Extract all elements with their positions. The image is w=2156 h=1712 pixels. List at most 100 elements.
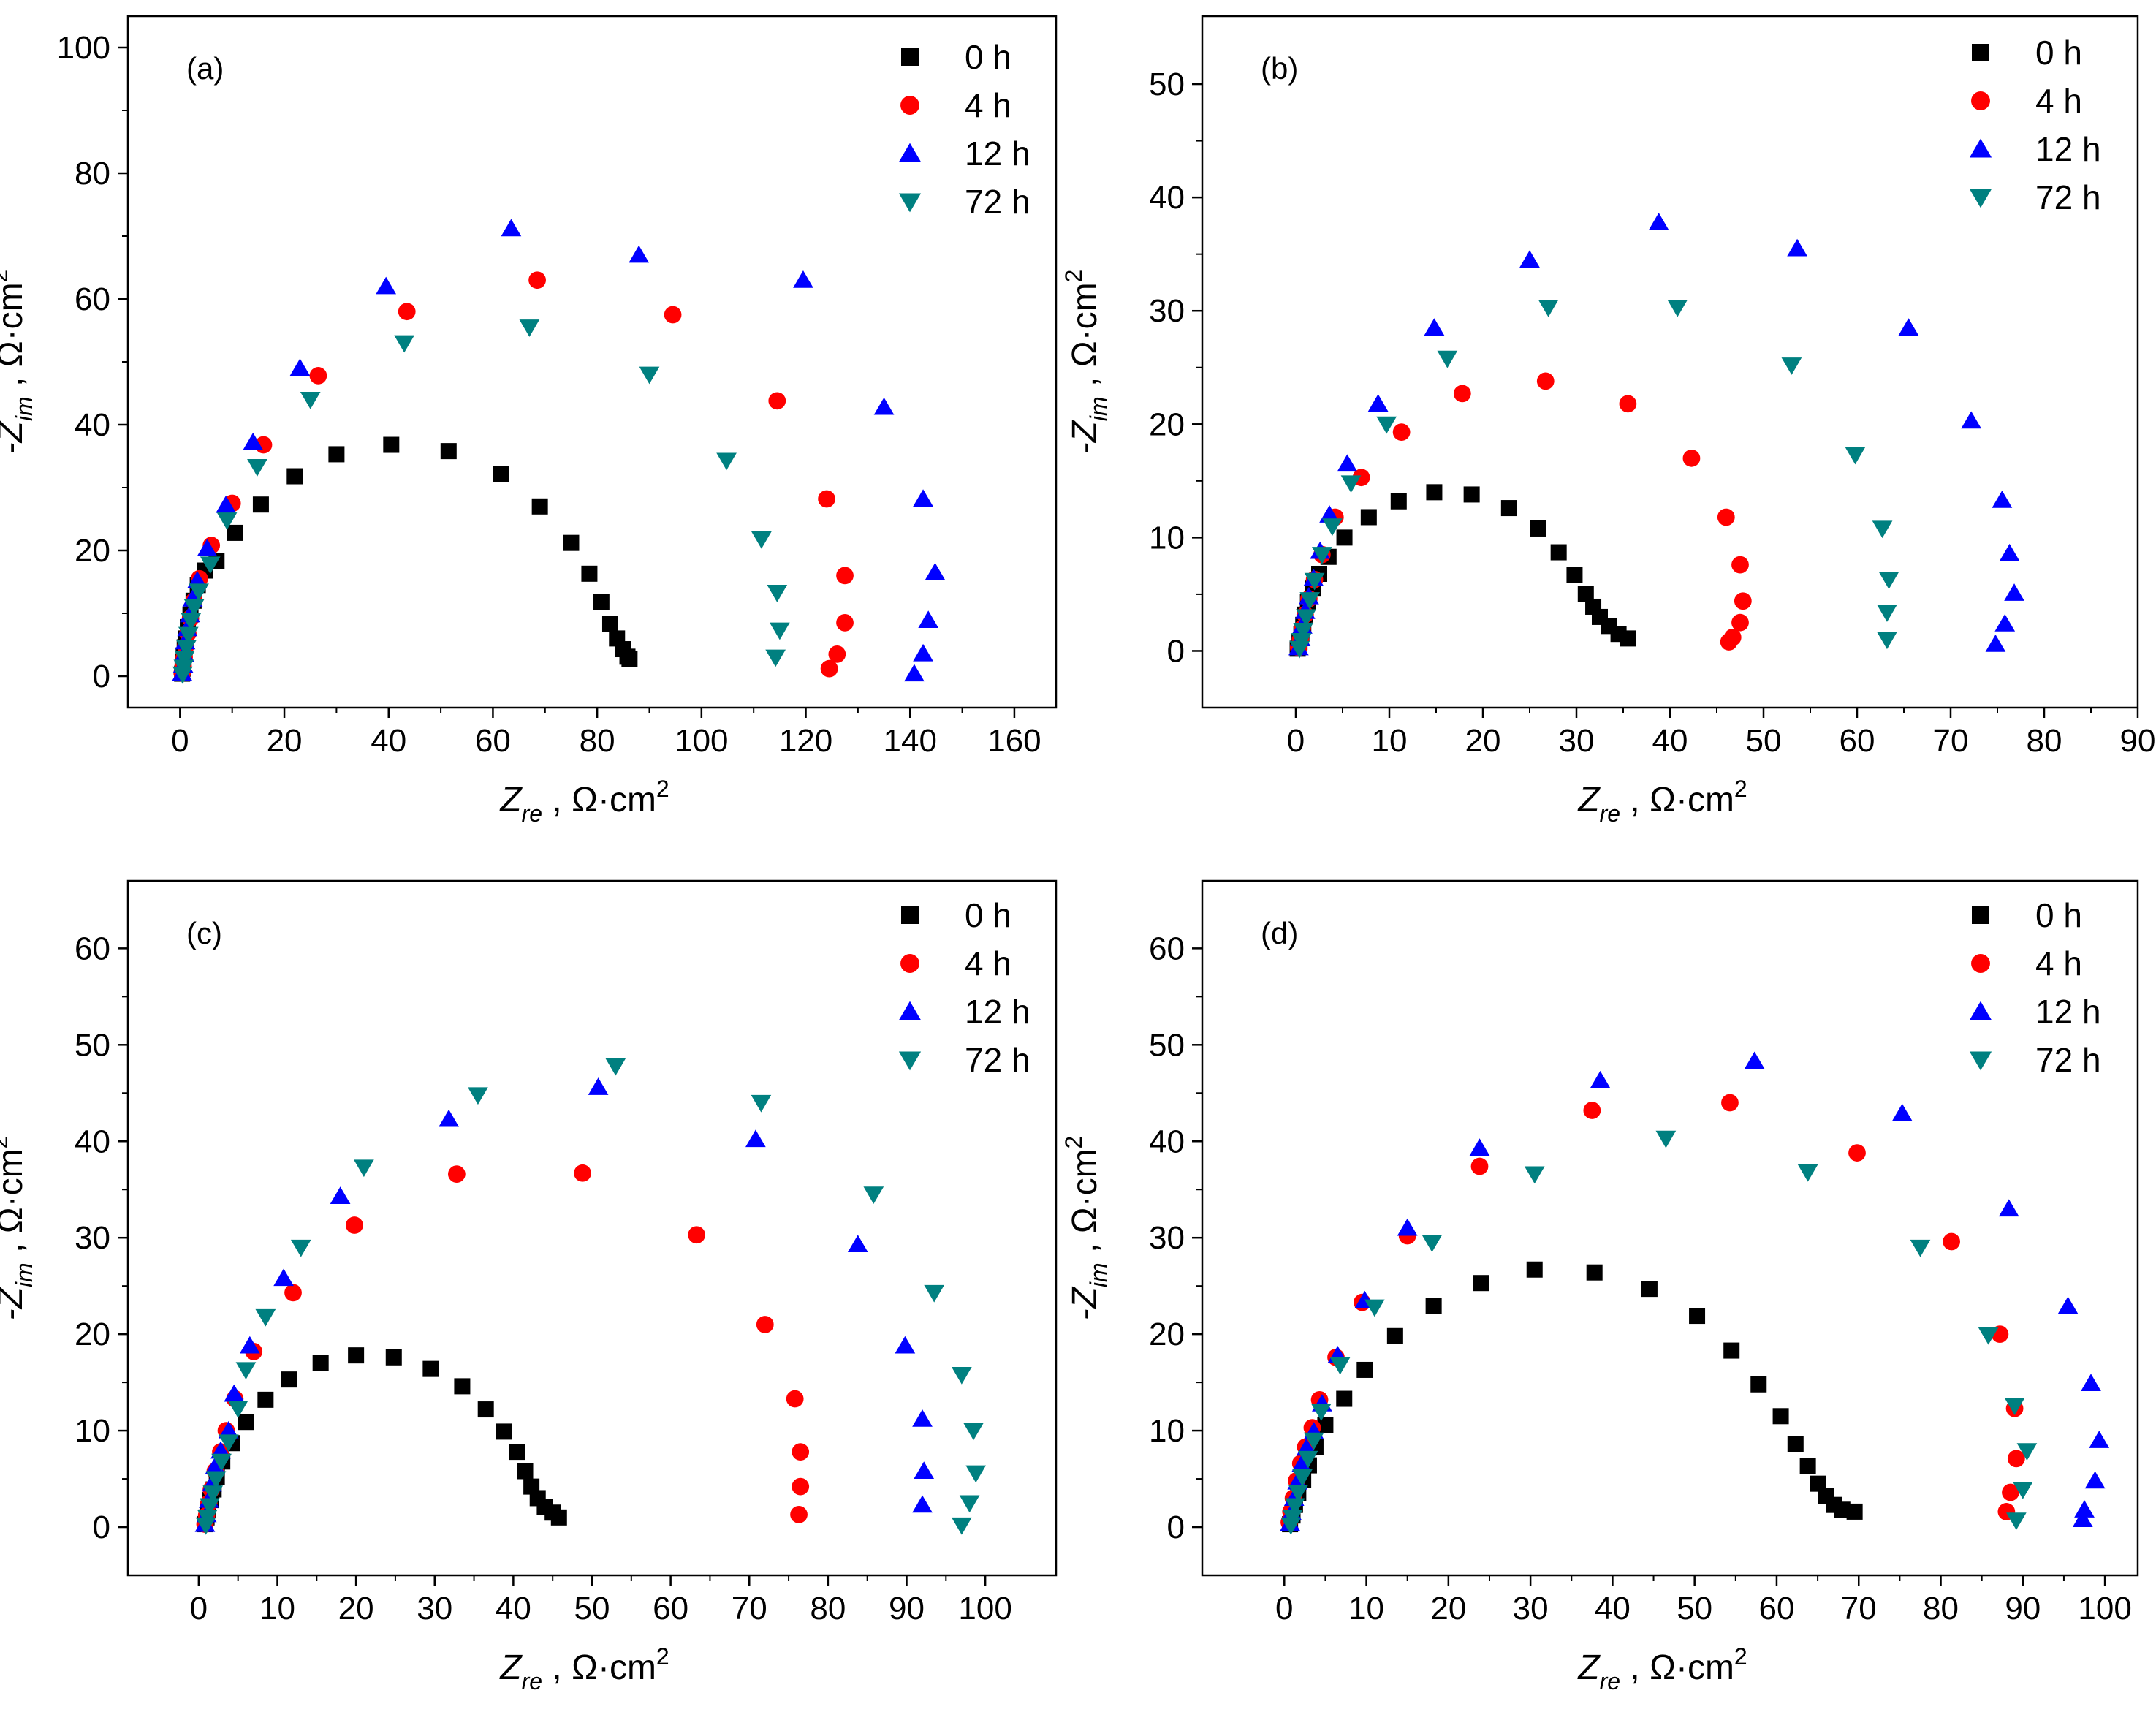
data-point [205,1456,226,1474]
data-point [330,1186,351,1205]
data-point [354,1159,374,1178]
x-tick-label: 90 [2005,1591,2041,1626]
data-point [1845,447,1866,465]
data-point [239,1336,260,1354]
x-tick-label: 20 [267,723,303,759]
data-point [383,436,400,453]
data-point [1469,1138,1490,1156]
data-point [172,666,193,684]
legend: 0 h 4 h 12 h 72 h [898,38,1030,221]
data-point [1297,1450,1318,1469]
series-4h [1289,372,1752,656]
data-point [751,531,772,549]
data-point [528,271,546,289]
data-point [1340,475,1362,493]
data-point [1329,1357,1351,1375]
x-tick-label: 70 [1841,1591,1877,1626]
data-point [2072,1510,2093,1528]
data-point [1720,633,1738,651]
data-point [448,1165,466,1183]
data-point [664,306,682,324]
data-point [224,1384,245,1402]
data-point [205,1471,227,1489]
data-point [1421,1235,1443,1252]
data-point [593,594,610,610]
data-point [1641,1281,1658,1298]
data-point [176,640,197,658]
x-axis-label: Zre , Ω·cm2 [499,1643,669,1694]
data-point [1877,632,1897,650]
data-point [1810,1475,1826,1492]
y-tick-label: 40 [1149,180,1185,216]
data-point [174,651,195,669]
data-point [2016,1443,2038,1461]
data-point [178,626,199,645]
x-tick-label: 100 [2078,1591,2131,1626]
series-0h [197,1347,567,1533]
data-point [1583,1102,1601,1119]
legend-label: 0 h [965,38,1011,76]
legend-label: 4 h [965,944,1011,982]
data-point [496,1423,512,1440]
data-point [1538,300,1559,317]
data-point [200,556,221,575]
data-point [1682,449,1701,467]
y-axis-label: -Zim , Ω·cm2 [1060,270,1112,455]
data-point [346,1216,363,1234]
data-point [716,452,737,471]
data-point [581,565,598,582]
data-point [1619,395,1637,413]
data-point [1390,493,1407,510]
data-point [1848,1144,1866,1162]
data-point [1285,1498,1305,1516]
data-point [218,1434,239,1452]
data-point [1296,609,1316,627]
data-point [1985,634,2006,652]
data-point [394,335,415,353]
data-point [255,1308,276,1327]
data-point [422,1360,439,1377]
x-tick-label: 80 [1923,1591,1959,1626]
data-point [688,1226,706,1244]
data-point [1943,1232,1961,1251]
y-tick-label: 60 [1149,931,1185,966]
data-point [398,303,416,321]
x-tick-label: 0 [171,723,189,759]
data-point [2004,1398,2025,1415]
data-point [1586,1264,1603,1281]
data-point [1910,1239,1931,1257]
legend-marker [901,48,919,66]
data-point [1303,1432,1324,1450]
y-tick-label: 80 [75,156,110,192]
data-point [1891,1103,1913,1121]
data-point [284,1284,302,1302]
x-tick-label: 50 [1746,723,1782,759]
data-point [769,622,790,640]
data-point [1470,1157,1489,1175]
data-point [1998,1199,2019,1217]
data-point [238,1414,254,1431]
data-point [836,567,854,585]
data-point [376,276,397,295]
x-tick-label: 60 [1758,1591,1794,1626]
data-point [243,432,264,450]
data-point [751,1094,772,1113]
data-point [1336,529,1353,546]
data-point [183,599,205,617]
data-point [1992,491,2013,508]
plot-frame [126,15,1058,709]
y-tick-label: 60 [75,931,110,966]
data-point [1723,1342,1740,1359]
data-point [621,651,638,667]
panel-c: 0 10 20 30 40 50 60 70 80 90 100 0 10 20 30 40 50 60 Zre ,… [0,879,1058,1694]
data-point [904,664,925,682]
legend-label: 4 h [2035,944,2082,982]
data-point [951,1517,972,1535]
data-point [477,1401,494,1418]
data-point [1648,213,1669,230]
series-12h [1280,1051,2110,1531]
data-point [501,219,522,237]
data-point [605,1058,626,1076]
plot-frame [126,879,1058,1577]
legend-marker [1969,138,1992,158]
